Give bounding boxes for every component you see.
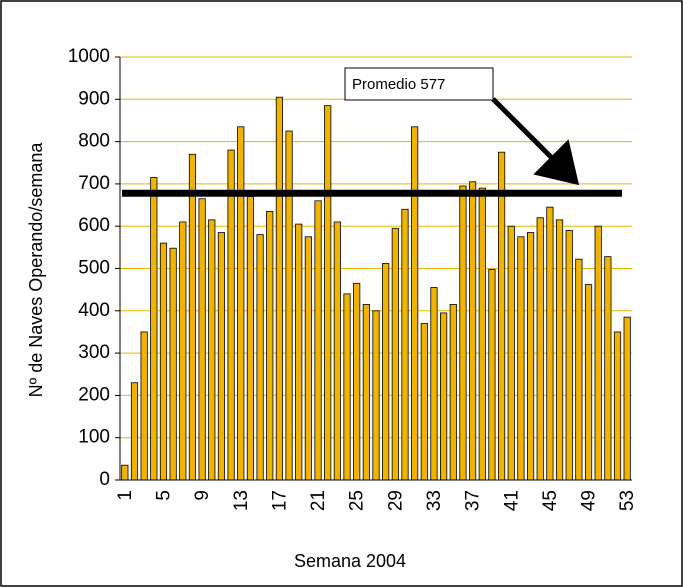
bar — [507, 225, 515, 481]
bar — [353, 282, 361, 481]
y-tick-label: 0 — [99, 469, 110, 490]
bar — [420, 323, 428, 481]
bar — [382, 263, 390, 481]
x-tick-label: 5 — [153, 490, 174, 501]
bar — [324, 105, 332, 481]
y-tick-label: 1000 — [68, 46, 110, 67]
bar — [266, 210, 274, 481]
y-tick-label: 800 — [78, 131, 110, 152]
y-tick-label: 900 — [78, 88, 110, 109]
bar — [256, 234, 264, 481]
bar — [440, 312, 448, 481]
bar — [150, 177, 158, 481]
bar — [121, 464, 129, 481]
bar — [623, 316, 631, 481]
bar — [304, 236, 312, 481]
y-tick-label: 500 — [78, 258, 110, 279]
bar — [401, 208, 409, 481]
bar — [517, 236, 525, 481]
x-tick-label: 1 — [115, 490, 136, 501]
x-tick-label: 49 — [579, 490, 600, 511]
bar — [343, 293, 351, 481]
bar — [459, 185, 467, 481]
bar — [333, 221, 341, 481]
x-tick-label: 37 — [463, 490, 484, 511]
x-tick-label: 25 — [347, 490, 368, 511]
bar — [584, 284, 593, 481]
bar — [275, 96, 283, 481]
bar — [555, 219, 564, 481]
bar — [565, 230, 573, 481]
x-tick-label: 33 — [424, 490, 445, 511]
x-tick-label: 45 — [540, 490, 561, 511]
bar — [295, 223, 303, 481]
bar — [140, 331, 148, 481]
bar — [372, 310, 380, 481]
bar — [217, 232, 226, 481]
bar — [449, 304, 457, 481]
x-tick-label: 13 — [231, 490, 252, 511]
bar — [430, 287, 438, 481]
y-tick-label: 700 — [78, 173, 110, 194]
x-tick-label: 9 — [192, 490, 213, 501]
bar — [198, 198, 206, 481]
bar — [179, 221, 187, 481]
bar — [159, 242, 168, 481]
x-axis-label: Semana 2004 — [294, 551, 406, 571]
annotation: Promedio 577 — [352, 76, 445, 93]
bar — [488, 268, 496, 481]
bar — [314, 200, 322, 481]
x-tick-label: 17 — [269, 490, 290, 511]
bar — [604, 256, 612, 481]
x-tick-label: 41 — [501, 490, 522, 511]
bar — [613, 331, 622, 481]
bar — [208, 219, 216, 481]
y-tick-label: 300 — [78, 342, 110, 363]
bar — [469, 181, 477, 481]
bar — [130, 382, 139, 481]
x-tick-label: 21 — [308, 490, 329, 511]
y-tick-label: 600 — [78, 215, 110, 236]
bar — [188, 153, 197, 481]
y-tick-label: 400 — [78, 300, 110, 321]
bar — [237, 126, 245, 481]
bar — [536, 217, 544, 481]
bar — [526, 232, 535, 481]
bar — [227, 149, 235, 481]
bar — [362, 304, 370, 481]
annotation-arrow — [491, 97, 580, 186]
bar — [246, 196, 255, 481]
bar — [411, 126, 419, 481]
x-tick-label: 29 — [385, 490, 406, 511]
bar — [285, 130, 293, 481]
y-tick-label: 100 — [78, 427, 110, 448]
y-tick-label: 200 — [78, 384, 110, 405]
x-tick-label: 53 — [617, 490, 638, 511]
annotation-box — [344, 67, 494, 101]
bar — [497, 151, 506, 481]
bar — [391, 227, 399, 481]
bar — [169, 247, 177, 481]
bar — [478, 187, 486, 481]
bar — [594, 225, 602, 481]
bar — [546, 206, 554, 481]
bar — [575, 258, 583, 481]
y-axis-label: Nº de Naves Operando/semana — [26, 142, 46, 398]
